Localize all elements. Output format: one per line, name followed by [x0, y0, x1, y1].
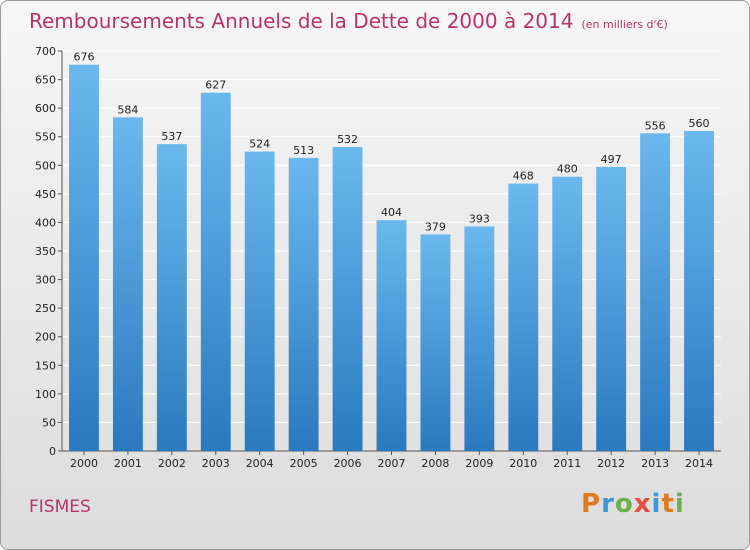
data-label: 524 [249, 138, 270, 151]
x-tick-label: 2003 [202, 457, 230, 470]
data-label: 480 [557, 163, 578, 176]
x-tick-label: 2000 [70, 457, 98, 470]
chart-title-text: Remboursements Annuels de la Dette de 20… [29, 9, 574, 33]
bar [69, 64, 99, 451]
data-label: 497 [601, 153, 622, 166]
bar [640, 133, 671, 452]
bar [200, 92, 231, 451]
chart-title: Remboursements Annuels de la Dette de 20… [29, 9, 668, 33]
chart-unit: (en milliers d'€) [581, 18, 668, 31]
y-tick-label: 350 [35, 245, 56, 258]
x-tick-label: 2012 [597, 457, 625, 470]
data-label: 627 [205, 79, 226, 92]
x-tick-label: 2011 [553, 457, 581, 470]
y-tick-label: 550 [35, 131, 56, 144]
data-label: 676 [73, 51, 94, 64]
data-label: 468 [513, 170, 534, 183]
location-label: FISMES [29, 497, 91, 517]
x-tick-label: 2006 [334, 457, 362, 470]
y-tick-label: 400 [35, 216, 56, 229]
data-label: 379 [425, 220, 446, 233]
bars [69, 64, 714, 452]
x-tick-label: 2013 [641, 457, 669, 470]
x-tick-label: 2001 [114, 457, 142, 470]
bar [508, 183, 539, 452]
x-tick-label: 2007 [378, 457, 406, 470]
y-tick-label: 700 [35, 45, 56, 58]
x-tick-labels: 2000 2001 2002 2003 2004 2005 2006 2007 2008 2009… [70, 457, 713, 470]
y-tick-label: 500 [35, 159, 56, 172]
y-tick-label: 200 [35, 331, 56, 344]
y-tick-label: 250 [35, 302, 56, 315]
proxiti-logo: Proxiti [581, 489, 685, 519]
bar [684, 131, 714, 451]
bar [464, 226, 495, 451]
data-label: 556 [645, 119, 666, 132]
y-tick-labels: 0 50 100 150 200 250 300 350 400 450 500 550 600 650 7… [35, 45, 56, 458]
y-tick-label: 50 [42, 416, 56, 429]
x-tick-label: 2010 [509, 457, 537, 470]
y-tick-label: 450 [35, 188, 56, 201]
x-tick-label: 2004 [246, 457, 274, 470]
bar [552, 176, 583, 451]
data-label: 584 [117, 103, 138, 116]
x-tick-label: 2014 [685, 457, 713, 470]
x-tick-label: 2008 [421, 457, 449, 470]
bar [596, 167, 627, 451]
y-tick-label: 0 [49, 445, 56, 458]
data-label: 393 [469, 212, 490, 225]
x-tick-label: 2009 [465, 457, 493, 470]
y-tick-label: 600 [35, 102, 56, 115]
data-label: 537 [161, 130, 182, 143]
y-tick-label: 300 [35, 274, 56, 287]
bar [112, 117, 143, 452]
data-label: 532 [337, 133, 358, 146]
data-label: 560 [689, 117, 710, 130]
bar [288, 157, 319, 451]
y-tick-label: 100 [35, 388, 56, 401]
y-tick-label: 650 [35, 74, 56, 87]
x-tick-label: 2002 [158, 457, 186, 470]
data-labels: 676 584 537 627 524 513 532 404 379 393 468 480 497 5… [73, 51, 709, 234]
bar [420, 234, 451, 451]
bar [376, 220, 407, 451]
bar [244, 151, 275, 452]
bar [332, 147, 363, 451]
y-tick-label: 150 [35, 359, 56, 372]
data-label: 404 [381, 206, 402, 219]
data-label: 513 [293, 144, 314, 157]
x-tick-label: 2005 [290, 457, 318, 470]
bar [156, 144, 187, 451]
